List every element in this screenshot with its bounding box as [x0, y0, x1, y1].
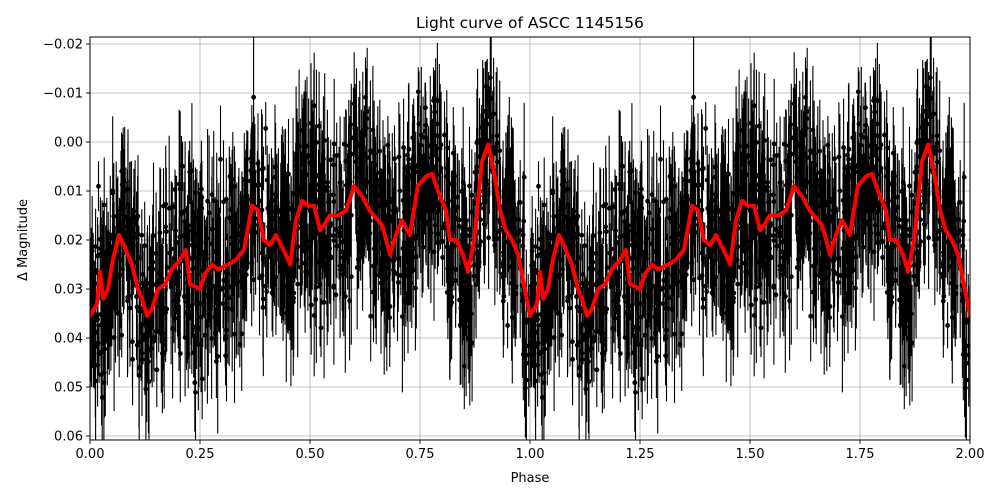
x-axis-label: Phase	[511, 471, 550, 486]
observation-errorbars	[90, 37, 970, 440]
y-axis-ticks: −0.02 −0.01 0.00 0.01 0.02 0.03 0.04 0.05 0.06	[43, 38, 90, 445]
model-curve	[90, 142, 970, 318]
x-tick-label: 2.00	[956, 447, 985, 462]
x-tick-label: 0.25	[186, 447, 215, 462]
x-tick-label: 1.75	[846, 447, 875, 462]
x-tick-label: 1.25	[626, 447, 655, 462]
x-tick-label: 0.00	[76, 447, 105, 462]
x-tick-label: 1.50	[736, 447, 765, 462]
y-tick-label: 0.06	[54, 430, 83, 445]
y-tick-label: 0.01	[54, 185, 83, 200]
x-tick-label: 1.00	[516, 447, 545, 462]
y-tick-label: 0.00	[54, 136, 83, 151]
data-points	[90, 75, 970, 400]
y-tick-label: 0.05	[54, 381, 83, 396]
x-axis-ticks: 0.00 0.25 0.50 0.75 1.00 1.25 1.50 1.75 2.00	[76, 440, 985, 462]
y-axis-label: Δ Magnitude	[16, 199, 31, 281]
x-tick-label: 0.50	[296, 447, 325, 462]
y-tick-label: −0.02	[43, 38, 83, 53]
y-tick-label: −0.01	[43, 87, 83, 102]
x-tick-label: 0.75	[406, 447, 435, 462]
y-tick-label: 0.02	[54, 234, 83, 249]
y-tick-label: 0.03	[54, 283, 83, 298]
model-line	[90, 142, 970, 318]
y-tick-label: 0.04	[54, 332, 83, 347]
chart-title: Light curve of ASCC 1145156	[416, 14, 644, 32]
